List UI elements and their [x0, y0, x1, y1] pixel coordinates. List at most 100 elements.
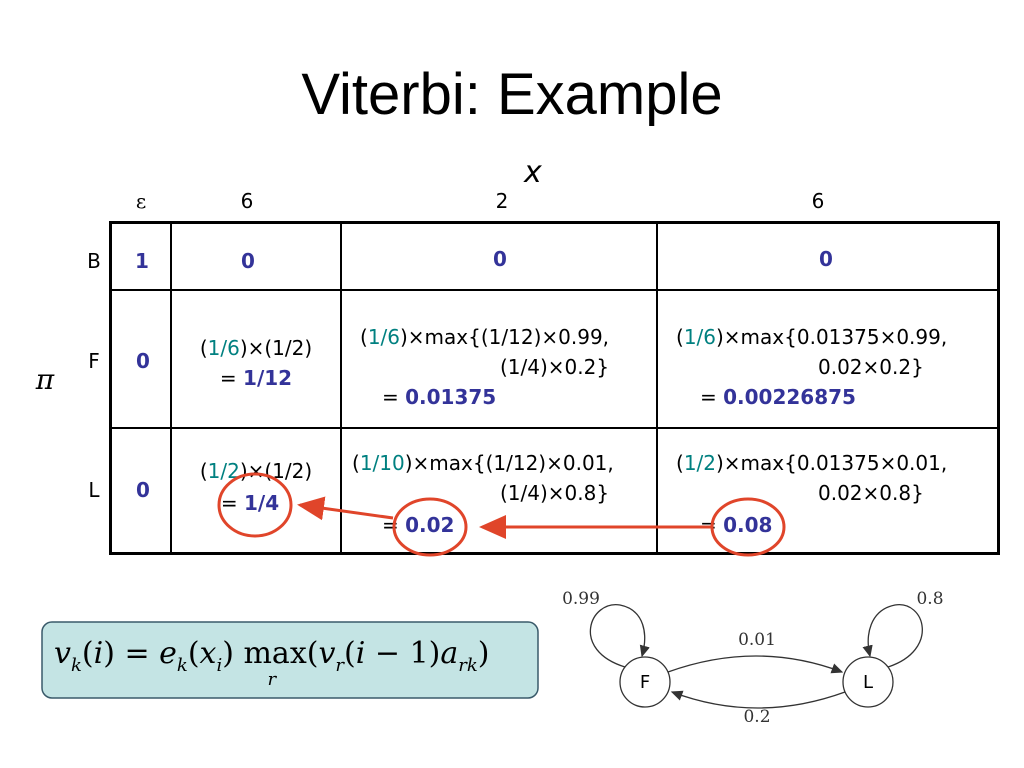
cell-line: (1/6)×(1/2): [200, 336, 312, 360]
text-run: max: [243, 636, 307, 671]
header: ε: [135, 189, 147, 213]
text-run: ) =: [103, 636, 160, 671]
text-run: (: [344, 636, 356, 671]
slide-title: Viterbi: Example: [301, 62, 723, 127]
edge-label: 0.8: [916, 589, 943, 609]
cell: 0: [136, 478, 150, 502]
edge-label: 0.99: [562, 589, 600, 609]
text-run: )×max{(1/12)×0.01,: [404, 451, 614, 475]
highlight-circle: [392, 497, 468, 557]
text-run: 1/6: [207, 336, 240, 360]
text-run: )×max{(1/12)×0.99,: [400, 325, 610, 349]
node-label: L: [863, 672, 873, 693]
text-run: v: [318, 636, 336, 671]
cell-line: 0.02×0.2}: [818, 355, 924, 379]
pi-label: π: [35, 363, 55, 396]
edge-label: 0.01: [738, 630, 776, 650]
text-run: v: [54, 636, 71, 671]
text-run: (: [360, 325, 368, 349]
text-run: )×(1/2): [239, 336, 313, 360]
text-run: (: [187, 636, 200, 671]
text-run: k: [176, 655, 188, 676]
edge-label: 0.2: [743, 707, 770, 727]
border: [109, 552, 1000, 555]
cell-line: = 0.00226875: [700, 385, 856, 409]
text-run: 0.01375: [405, 385, 497, 409]
highlight-circle: [217, 472, 293, 538]
text-run: 1/2: [683, 451, 716, 475]
text-run: 1/12: [243, 366, 293, 390]
text-run: ): [477, 636, 490, 671]
cell-line: (1/2)×max{0.01375×0.01,: [676, 451, 947, 475]
text-run: 1/6: [683, 325, 716, 349]
highlight-circle: [710, 497, 786, 557]
text-run: (: [199, 459, 208, 483]
text-run: 1/4: [243, 491, 280, 515]
header: 2: [495, 189, 509, 213]
cell: 0: [241, 249, 255, 273]
text-run: ): [222, 636, 234, 671]
text-run: k: [70, 655, 82, 676]
cell-line: (1/10)×max{(1/12)×0.01,: [352, 451, 614, 475]
text-run: e: [159, 636, 177, 671]
border: [109, 289, 1000, 291]
cell: 0: [136, 349, 150, 373]
text-run: (: [352, 451, 360, 475]
cell-line: = 0.02: [382, 513, 454, 537]
border: [109, 221, 1000, 224]
text-run: =: [382, 385, 406, 409]
text-run: 1/6: [367, 325, 400, 349]
text-run: i: [93, 636, 104, 671]
text-run: =: [700, 385, 724, 409]
text-run: i: [355, 636, 366, 671]
row-label: F: [88, 349, 100, 373]
text-run: rk: [458, 655, 478, 676]
cell: 1: [135, 249, 149, 273]
border: [340, 221, 342, 555]
text-run: max r: [243, 636, 307, 690]
text-run: r: [335, 655, 345, 676]
cell-line: = 1/4: [221, 491, 279, 515]
self-loop: [862, 604, 923, 668]
text-run: (: [676, 325, 684, 349]
text-run: a: [440, 636, 459, 671]
backpointer-arrow: [297, 496, 394, 521]
text-run: x: [199, 636, 217, 671]
node-label: F: [640, 672, 650, 693]
transition: [667, 655, 844, 674]
text-run: (: [676, 451, 684, 475]
row-label: B: [87, 249, 101, 273]
text-run: − 1): [365, 636, 441, 671]
text-run: r: [267, 669, 277, 690]
text-run: 0.00226875: [723, 385, 856, 409]
text-run: 0.08: [723, 513, 773, 537]
cell-line: (1/4)×0.2}: [500, 355, 610, 379]
text-run: (: [81, 636, 94, 671]
row-label: L: [88, 478, 100, 502]
formula: vk(i) = ek(xi) max r (vr(i − 1)ark): [54, 636, 490, 690]
border: [109, 427, 1000, 429]
cell-line: = 0.08: [700, 513, 772, 537]
text-run: (: [199, 336, 208, 360]
cell-line: 0.02×0.8}: [818, 481, 924, 505]
transition: [670, 690, 846, 709]
text-run: =: [220, 491, 244, 515]
text-run: 0.02: [405, 513, 455, 537]
header: 6: [240, 189, 254, 213]
text-run: )×max{0.01375×0.99,: [716, 325, 948, 349]
cell-line: = 1/12: [220, 366, 292, 390]
text-run: 1/10: [359, 451, 405, 475]
border: [109, 221, 112, 555]
cell-line: (1/4)×0.8}: [500, 481, 610, 505]
text-run: (: [306, 636, 319, 671]
cell-line: (1/6)×max{(1/12)×0.99,: [360, 325, 609, 349]
border: [997, 221, 1000, 555]
cell: 0: [819, 247, 833, 271]
cell-line: = 0.01375: [382, 385, 496, 409]
border: [656, 221, 658, 555]
cell-line: (1/6)×max{0.01375×0.99,: [676, 325, 947, 349]
text-run: =: [219, 366, 244, 390]
cell: 0: [493, 247, 507, 271]
